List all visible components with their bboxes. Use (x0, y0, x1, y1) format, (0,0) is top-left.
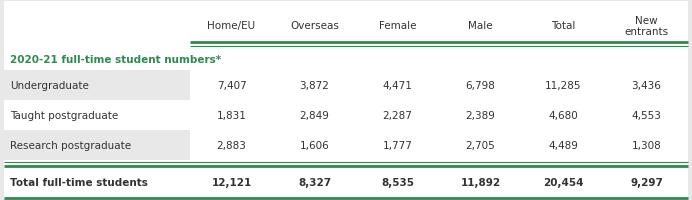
Text: 20,454: 20,454 (543, 177, 584, 187)
Text: 3,436: 3,436 (632, 81, 662, 91)
Text: Total: Total (552, 21, 576, 31)
Text: 1,777: 1,777 (383, 140, 412, 150)
Bar (522, 130, 605, 160)
Text: 8,327: 8,327 (298, 177, 331, 187)
Bar (4, 71, 688, 100)
Bar (273, 71, 356, 100)
Bar (4, 168, 688, 196)
Bar (273, 130, 356, 160)
Bar (605, 100, 688, 130)
Text: 2,287: 2,287 (383, 110, 412, 120)
Bar (356, 71, 439, 100)
Text: 6,798: 6,798 (466, 81, 495, 91)
Text: 4,680: 4,680 (549, 110, 579, 120)
Text: Male: Male (468, 21, 493, 31)
Bar (439, 100, 522, 130)
Text: 8,535: 8,535 (381, 177, 414, 187)
Text: 1,606: 1,606 (300, 140, 329, 150)
Bar (190, 71, 273, 100)
Bar (190, 100, 273, 130)
Text: Total full-time students: Total full-time students (10, 177, 148, 187)
Text: 7,407: 7,407 (217, 81, 246, 91)
Text: 3,872: 3,872 (300, 81, 329, 91)
Bar (4, 49, 688, 71)
Text: 12,121: 12,121 (211, 177, 252, 187)
Text: Taught postgraduate: Taught postgraduate (10, 110, 118, 120)
Text: 1,831: 1,831 (217, 110, 246, 120)
Text: Overseas: Overseas (290, 21, 339, 31)
Bar (4, 100, 688, 130)
Text: 2,849: 2,849 (300, 110, 329, 120)
Text: 4,553: 4,553 (632, 110, 662, 120)
Bar (356, 100, 439, 130)
Bar (356, 130, 439, 160)
Text: Home/EU: Home/EU (208, 21, 255, 31)
Text: 4,489: 4,489 (549, 140, 579, 150)
Text: Undergraduate: Undergraduate (10, 81, 89, 91)
Text: 11,285: 11,285 (545, 81, 582, 91)
Bar (522, 71, 605, 100)
Bar (273, 100, 356, 130)
Bar (522, 100, 605, 130)
Bar (605, 71, 688, 100)
Text: 9,297: 9,297 (630, 177, 663, 187)
Bar (439, 130, 522, 160)
Text: Research postgraduate: Research postgraduate (10, 140, 131, 150)
Bar (4, 130, 688, 160)
Text: 2,389: 2,389 (466, 110, 495, 120)
Text: New
entrants: New entrants (624, 16, 668, 37)
Bar (439, 71, 522, 100)
Bar (190, 130, 273, 160)
Text: Female: Female (379, 21, 417, 31)
Text: 2,883: 2,883 (217, 140, 246, 150)
Bar (605, 130, 688, 160)
Text: 2020-21 full-time student numbers*: 2020-21 full-time student numbers* (10, 55, 221, 65)
Text: 2,705: 2,705 (466, 140, 495, 150)
Text: 4,471: 4,471 (383, 81, 412, 91)
Text: 11,892: 11,892 (460, 177, 500, 187)
Text: 1,308: 1,308 (632, 140, 662, 150)
